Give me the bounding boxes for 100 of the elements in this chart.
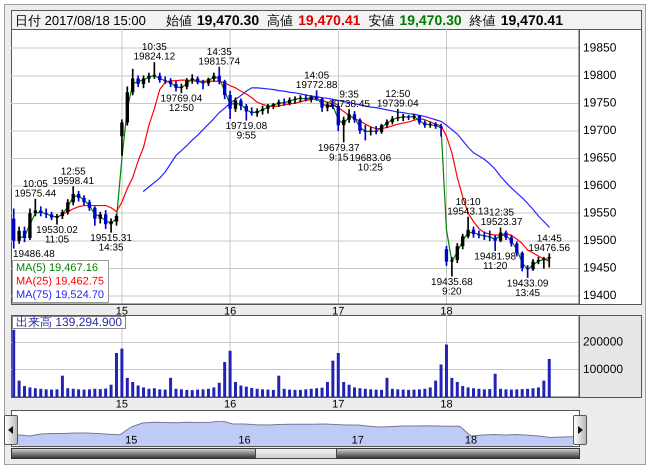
bar [326, 382, 329, 397]
bar [169, 378, 172, 397]
bar [402, 390, 405, 397]
annotation: 10:05 [22, 179, 48, 190]
bar [131, 382, 134, 397]
annotation: 11:05 [44, 234, 70, 246]
y-tick-label: 19400 [583, 288, 617, 302]
x-tick-label: 16 [224, 306, 236, 318]
annotation: 19523.37 [480, 217, 523, 228]
bar [244, 386, 248, 397]
bar [93, 388, 96, 397]
bar [466, 387, 470, 397]
x-tick-label: 17 [352, 434, 364, 447]
bar [353, 387, 356, 397]
x-tick-label: 18 [440, 398, 453, 411]
bar [423, 388, 426, 397]
bar [185, 390, 188, 397]
text: MA(75) 19,524.70 [16, 288, 104, 301]
bar [18, 380, 21, 397]
bar [256, 388, 259, 397]
bar [120, 348, 124, 397]
annotation: 19719.08 [225, 121, 268, 132]
bar [60, 376, 64, 397]
x-tick-label: 16 [224, 398, 236, 411]
annotation: 19515.31 [90, 233, 132, 244]
bar [342, 382, 346, 397]
bar [294, 390, 296, 397]
bar [206, 388, 210, 397]
bar [147, 388, 150, 397]
annotation: 19433.09 [506, 278, 549, 290]
x-tick-label: 15 [116, 306, 128, 318]
bar [88, 389, 91, 397]
bar [272, 390, 275, 397]
x-tick-label: 15 [116, 398, 128, 411]
bar [28, 387, 32, 397]
annotation: 14:35 [206, 46, 232, 58]
bar [228, 350, 232, 397]
bar [348, 384, 351, 397]
title-box: 出来高 139,294.900 [12, 316, 126, 329]
annotation: 13:45 [515, 288, 541, 299]
bar [461, 386, 464, 397]
bar [369, 389, 372, 397]
annotation: 19575.44 [14, 188, 57, 200]
bar [450, 378, 454, 397]
bar [315, 388, 318, 397]
annotation: 19824.12 [134, 52, 176, 63]
y-tick-label: 19850 [583, 40, 617, 55]
bar [482, 389, 486, 397]
bar [136, 386, 140, 397]
bar [310, 388, 313, 397]
bar [126, 378, 129, 397]
bar [390, 388, 394, 397]
bar [266, 390, 270, 397]
bar [358, 388, 362, 397]
bar [196, 390, 200, 397]
annotation: 9:20 [442, 286, 462, 298]
chart-title: 日付 2017/08/18 15:00 [15, 13, 146, 28]
bar [50, 390, 54, 397]
bar [82, 390, 86, 397]
bar [536, 387, 540, 397]
bar [526, 388, 530, 397]
annotation: 14:05 [304, 70, 330, 82]
bar [434, 380, 438, 397]
annotation: 19772.88 [296, 80, 338, 91]
bar [532, 388, 535, 397]
header-bar: 日付 2017/08/18 15:00 始値 19,470.30 高値 19,470.41 安値 19,470.30 終値 19,470.41 [11, 10, 642, 30]
bar [44, 389, 48, 397]
bar [55, 389, 58, 397]
annotation: 19530.02 [36, 224, 78, 236]
annotation: 19815.74 [198, 56, 241, 68]
bar [288, 390, 292, 397]
bar [218, 382, 221, 397]
bar [277, 376, 280, 397]
bar [202, 389, 205, 397]
bar [510, 390, 513, 397]
x-tick-label: 16 [238, 434, 251, 447]
annotation: 12:50 [385, 89, 411, 100]
y-tick-label: 19500 [583, 233, 617, 248]
bar [23, 386, 26, 397]
annotation: 19476.56 [528, 242, 571, 254]
annotation: 19683.06 [349, 152, 392, 164]
bar [212, 387, 216, 397]
bar [298, 390, 302, 397]
bar [472, 388, 475, 397]
bar [380, 390, 384, 397]
bar [12, 330, 16, 397]
bar [261, 389, 264, 397]
x-tick-label: 18 [464, 434, 478, 447]
bar [515, 389, 518, 397]
annotation: 10:35 [142, 42, 168, 54]
bar [223, 362, 226, 397]
bar [282, 388, 286, 397]
y-tick-label: 19750 [583, 96, 617, 110]
bar [418, 389, 421, 397]
bar [142, 387, 146, 397]
annotation: 19598.41 [52, 176, 94, 187]
text: MA(25) 19,462.75 [16, 275, 104, 288]
y-tick-label: 100000 [583, 362, 624, 376]
annotation: 12:35 [489, 208, 515, 219]
y-tick-label: 19650 [583, 150, 617, 165]
